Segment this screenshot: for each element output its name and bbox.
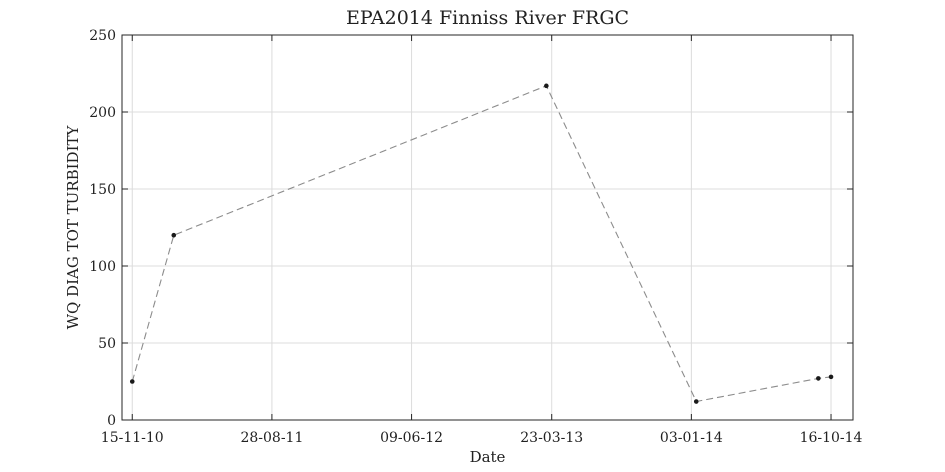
y-tick-label: 100: [89, 259, 116, 275]
series-layer: [129, 83, 834, 404]
series-line: [131, 85, 832, 403]
y-tick-label: 200: [89, 105, 116, 121]
data-point: [544, 83, 549, 89]
y-tick-label: 250: [89, 28, 116, 44]
data-point: [171, 232, 177, 238]
axis-ticks: [122, 34, 853, 421]
y-tick-label: 50: [98, 336, 116, 352]
x-tick-label: 09-06-12: [380, 430, 443, 446]
x-tick-label: 16-10-14: [800, 430, 863, 446]
plot-area-frame: [121, 34, 854, 421]
x-tick-label: 15-11-10: [101, 430, 164, 446]
data-point: [828, 374, 834, 380]
y-axis-label: WQ DIAG TOT TURBIDITY: [64, 124, 82, 329]
x-axis-label: Date: [470, 448, 506, 466]
data-point: [693, 399, 699, 404]
data-point: [129, 379, 135, 384]
x-tick-label: 23-03-13: [520, 430, 583, 446]
grid-lines: [122, 34, 853, 421]
chart-title: EPA2014 Finniss River FRGC: [346, 7, 629, 29]
y-tick-label: 0: [107, 413, 116, 429]
y-tick-label: 150: [89, 182, 116, 198]
x-tick-label: 03-01-14: [660, 430, 723, 446]
data-point: [816, 376, 821, 381]
x-tick-label: 28-08-11: [240, 430, 303, 446]
